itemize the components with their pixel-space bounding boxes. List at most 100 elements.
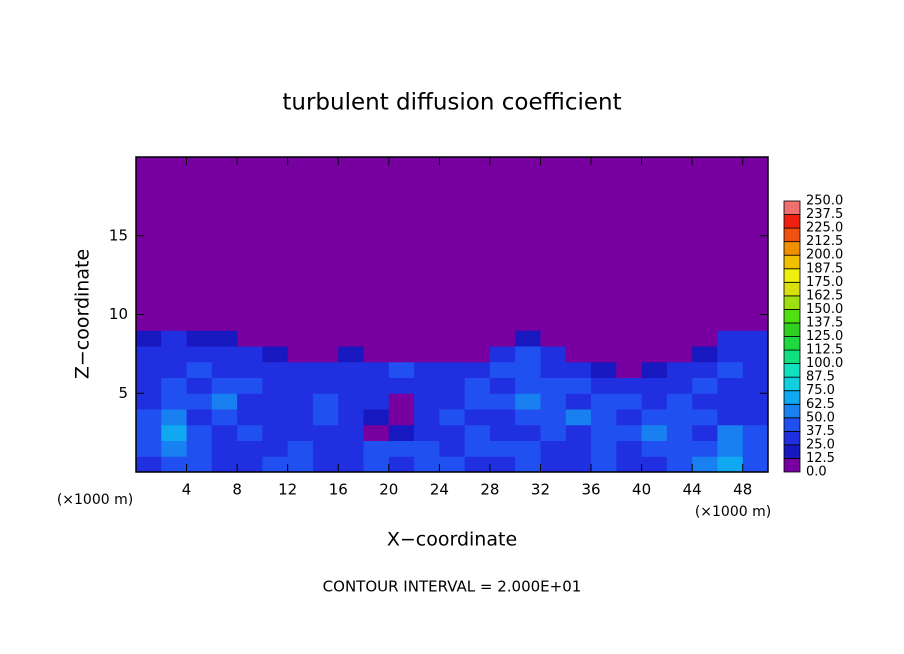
field-cell <box>439 361 466 378</box>
field-cell <box>565 393 592 410</box>
field-cell <box>515 440 541 457</box>
field-cell <box>414 456 440 473</box>
field-cell <box>717 409 744 426</box>
colorbar-label: 87.5 <box>806 370 835 385</box>
field-cell <box>540 346 567 363</box>
field-cell <box>161 346 188 363</box>
field-cell <box>692 393 718 410</box>
field-cell <box>616 346 643 363</box>
field-cell <box>211 440 238 457</box>
field-cell <box>515 330 541 347</box>
x-tick-label: 16 <box>329 481 348 499</box>
field-cell <box>388 346 415 363</box>
x-tick-label: 32 <box>531 481 550 499</box>
x-tick-label: 44 <box>683 481 702 499</box>
y-tick-label: 10 <box>109 305 128 323</box>
field-cell <box>591 409 617 426</box>
field-cell <box>211 346 238 363</box>
field-cell <box>717 393 744 410</box>
field-cell <box>312 424 339 441</box>
x-tick-label: 48 <box>733 481 752 499</box>
colorbar-box <box>783 268 801 283</box>
field-cell <box>464 346 491 363</box>
x-unit: (×1000 m) <box>695 504 771 520</box>
field-cell <box>742 456 769 473</box>
field-cell <box>591 393 617 410</box>
x-tick-label: 40 <box>632 481 651 499</box>
field-cell <box>161 377 188 394</box>
colorbar-box <box>783 200 801 215</box>
field-cell <box>287 330 314 347</box>
field-cell <box>591 377 617 394</box>
field-cell <box>515 456 541 473</box>
field-cell <box>439 424 466 441</box>
field-cell <box>414 346 440 363</box>
field-cell <box>439 330 466 347</box>
field-cell <box>641 424 668 441</box>
y-tick-label: 15 <box>109 226 128 244</box>
field-cell <box>641 377 668 394</box>
field-cell <box>211 377 238 394</box>
field-cell <box>565 346 592 363</box>
field-cell <box>692 377 718 394</box>
colorbar-label: 150.0 <box>806 302 843 317</box>
colorbar-label: 12.5 <box>806 451 835 466</box>
field-cell <box>616 330 643 347</box>
field-cell <box>565 157 592 331</box>
field-cell <box>312 361 339 378</box>
field-cell <box>312 440 339 457</box>
field-cell <box>312 157 339 331</box>
field-cell <box>186 377 213 394</box>
field-cell <box>414 393 440 410</box>
field-cell <box>161 157 188 331</box>
colorbar-box <box>783 458 801 473</box>
field-cell <box>540 393 567 410</box>
field-cell <box>742 377 769 394</box>
field-cell <box>692 409 718 426</box>
colorbar-label: 175.0 <box>806 275 843 290</box>
field-cell <box>591 424 617 441</box>
field-cell <box>136 377 162 394</box>
field-cell <box>312 456 339 473</box>
field-cell <box>717 346 744 363</box>
x-axis-label: X−coordinate <box>387 529 517 551</box>
colorbar-label: 137.5 <box>806 315 843 330</box>
field-cell <box>136 346 162 363</box>
field-cell <box>641 157 668 331</box>
field-cell <box>717 440 744 457</box>
field-cell <box>515 346 541 363</box>
field-cell <box>211 157 238 331</box>
field-cell <box>388 330 415 347</box>
field-cell <box>136 424 162 441</box>
field-cell <box>186 424 213 441</box>
field-cell <box>515 424 541 441</box>
field-cell <box>717 157 744 331</box>
field-cell <box>489 377 516 394</box>
field-cell <box>515 393 541 410</box>
footer-note: CONTOUR INTERVAL = 2.000E+01 <box>323 578 582 596</box>
field-cell <box>515 377 541 394</box>
field-cell <box>136 456 162 473</box>
colorbar-box <box>783 417 801 432</box>
field-cell <box>414 424 440 441</box>
field-cell <box>616 409 643 426</box>
field-cell <box>186 393 213 410</box>
field-cell <box>262 377 289 394</box>
field-cell <box>287 440 314 457</box>
field-cell <box>692 456 718 473</box>
field-cell <box>666 456 693 473</box>
field-cell <box>666 424 693 441</box>
field-cell <box>616 440 643 457</box>
field-cell <box>641 409 668 426</box>
y-tick-label: 5 <box>118 384 128 402</box>
field-cell <box>489 424 516 441</box>
field-cell <box>464 361 491 378</box>
field-cell <box>616 361 643 378</box>
x-tick-label: 4 <box>182 481 192 499</box>
field-cell <box>565 330 592 347</box>
field-cell <box>464 157 491 331</box>
field-cell <box>388 424 415 441</box>
colorbar-box <box>783 308 801 324</box>
